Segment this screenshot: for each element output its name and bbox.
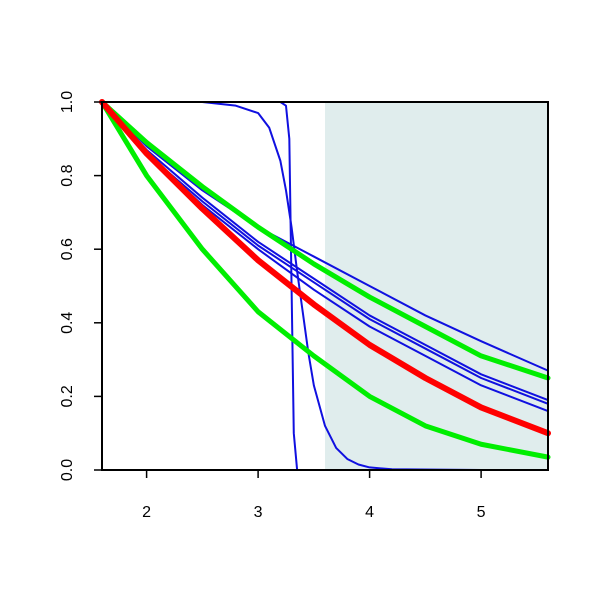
y-tick-label: 0.4 (59, 312, 76, 334)
x-tick-label: 2 (142, 504, 151, 521)
y-tick-label: 0.2 (59, 385, 76, 407)
x-axis: 2 3 4 5 (142, 470, 486, 521)
series-line-9-red (99, 99, 551, 437)
x-tick-label: 3 (254, 504, 263, 521)
plot-frame (101, 101, 549, 471)
series-line-2-blue (101, 101, 549, 471)
x-tick-label: 5 (477, 504, 486, 521)
y-tick-label: 0.6 (59, 238, 76, 260)
series-line-4-blue (101, 101, 549, 402)
shaded-region (325, 102, 548, 470)
x-tick-label: 4 (365, 504, 374, 521)
shaded-region-layer (325, 102, 548, 470)
series-line-3-blue (101, 101, 549, 372)
y-tick-label: 0.8 (59, 164, 76, 186)
series-line-8-green (99, 99, 551, 460)
series-line-7-green (99, 99, 551, 381)
y-axis: 0.0 0.2 0.4 0.6 0.8 1.0 (59, 91, 102, 481)
y-tick-label: 1.0 (59, 91, 76, 113)
y-tick-label: 0.0 (59, 459, 76, 481)
series-layer (99, 99, 551, 471)
